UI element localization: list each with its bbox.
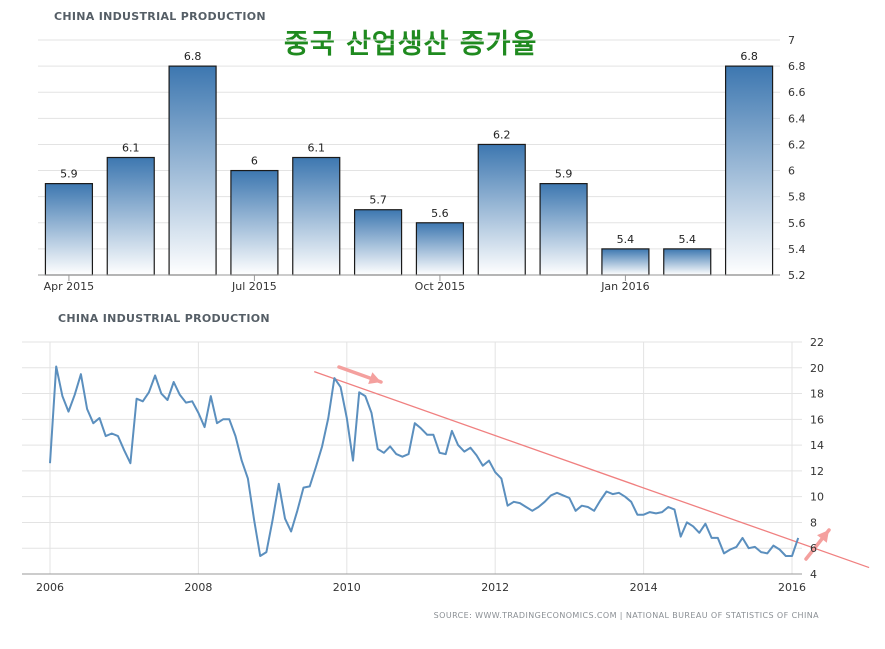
- bar-chart: 5.9 6.1 6.8 6 6.1 5.7 5.6 6.2 5.9 5.4 5.4 6.8 Apr 2…: [38, 34, 806, 293]
- bar: [106, 156, 155, 276]
- bar-y-tick-label: 6.2: [788, 138, 806, 151]
- down-arrow-head: [368, 372, 381, 385]
- bar: [663, 248, 712, 276]
- korean-overlay-title: 중국 산업생산 증가율: [284, 29, 538, 60]
- line-y-tick-label: 4: [810, 568, 817, 581]
- line-x-tick-label: 2006: [36, 581, 64, 594]
- line-y-tick-label: 20: [810, 362, 824, 375]
- bar: [724, 65, 774, 276]
- line-chart-title: CHINA INDUSTRIAL PRODUCTION: [58, 312, 270, 325]
- line-x-tick-label: 2014: [630, 581, 658, 594]
- bar-y-tick-label: 5.6: [788, 217, 806, 230]
- trend-line: [314, 371, 870, 569]
- bar-x-tick-label: Oct 2015: [415, 280, 466, 293]
- bar-y-tick-label: 5.8: [788, 191, 806, 204]
- up-arrow-head: [817, 530, 829, 543]
- bar-value-label: 5.9: [555, 168, 573, 181]
- bar-value-label: 5.9: [60, 168, 78, 181]
- bar-y-tick-label: 6.4: [788, 112, 806, 125]
- bar-y-tick-label: 6.6: [788, 86, 806, 99]
- line-y-tick-label: 22: [810, 336, 824, 349]
- bar-y-tick-label: 7: [788, 34, 795, 47]
- bar: [601, 248, 650, 276]
- bar-value-label: 5.6: [431, 207, 449, 220]
- line-x-tick-label: 2008: [184, 581, 212, 594]
- line-y-tick-label: 16: [810, 413, 824, 426]
- series-line: [49, 365, 800, 557]
- bar-value-label: 5.7: [369, 194, 387, 207]
- bar-chart-title: CHINA INDUSTRIAL PRODUCTION: [54, 10, 266, 23]
- bar: [230, 169, 279, 276]
- source-note: SOURCE: WWW.TRADINGECONOMICS.COM | NATIO…: [433, 611, 819, 620]
- line-x-tick-label: 2010: [333, 581, 361, 594]
- bar-y-tick-label: 5.4: [788, 243, 806, 256]
- line-y-tick-label: 8: [810, 516, 817, 529]
- line-y-tick-label: 10: [810, 491, 824, 504]
- line-y-tick-label: 6: [810, 542, 817, 555]
- bar-value-label: 6.1: [308, 142, 326, 155]
- line-x-tick-label: 2016: [778, 581, 806, 594]
- bar-value-label: 6.8: [740, 50, 758, 63]
- bar-value-label: 6: [251, 155, 258, 168]
- bar: [168, 65, 217, 276]
- line-x-tick-label: 2012: [481, 581, 509, 594]
- bar-y-tick-label: 6.8: [788, 60, 806, 73]
- bar-y-tick-label: 6: [788, 165, 795, 178]
- line-y-tick-label: 14: [810, 439, 824, 452]
- bar-x-tick-label: Apr 2015: [44, 280, 95, 293]
- line-y-tick-label: 12: [810, 465, 824, 478]
- bar-value-label: 5.4: [617, 233, 635, 246]
- bar-value-label: 5.4: [679, 233, 697, 246]
- bar: [353, 209, 403, 276]
- bar: [477, 143, 526, 276]
- bar: [292, 156, 341, 276]
- bar-x-tick-label: Jul 2015: [231, 280, 277, 293]
- line-y-tick-label: 18: [810, 388, 824, 401]
- bar-value-label: 6.8: [184, 50, 202, 63]
- bar-x-tick-label: Jan 2016: [600, 280, 649, 293]
- bar-value-label: 6.1: [122, 142, 140, 155]
- bar: [539, 183, 588, 276]
- bar: [44, 183, 94, 276]
- bar-value-label: 6.2: [493, 128, 511, 141]
- bar-y-tick-label: 5.2: [788, 269, 806, 282]
